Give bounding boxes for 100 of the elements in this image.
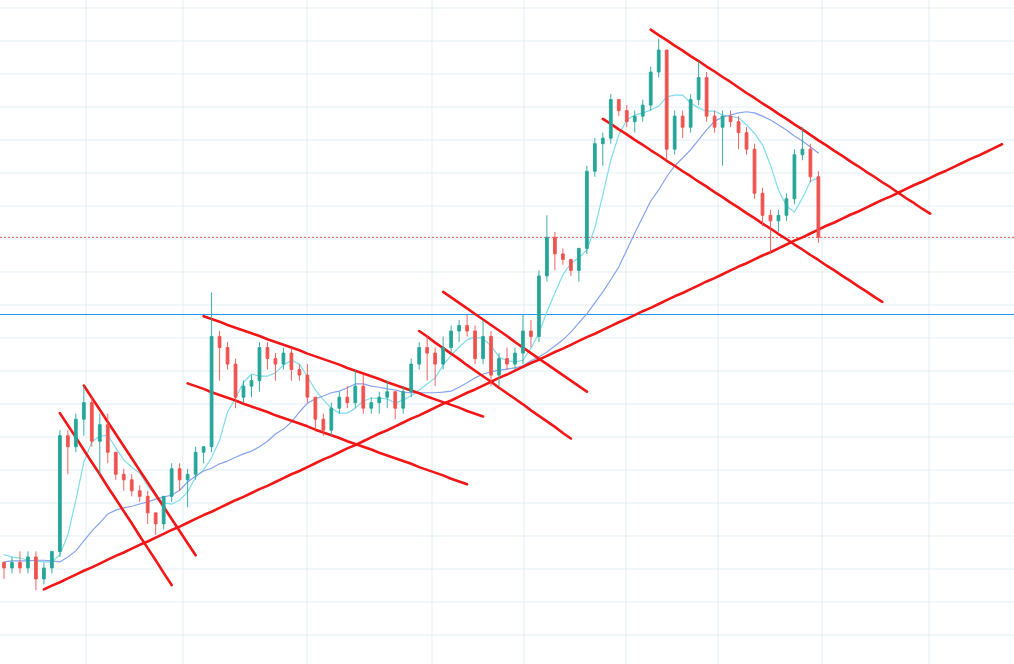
- candlestick: [329, 402, 334, 437]
- candlestick: [720, 110, 725, 167]
- candlestick: [89, 396, 94, 448]
- candlestick: [632, 110, 637, 134]
- candlestick: [177, 462, 182, 492]
- candlestick: [161, 495, 166, 530]
- candlestick: [185, 468, 190, 508]
- candlestick: [441, 336, 445, 371]
- candlestick: [105, 413, 110, 464]
- candlestick: [2, 562, 6, 580]
- candlestick: [345, 385, 350, 409]
- candlestick: [393, 391, 398, 420]
- candlestick: [26, 550, 30, 574]
- candlestick: [193, 446, 198, 481]
- candlestick: [529, 319, 533, 349]
- candlestick: [18, 550, 22, 574]
- candlestick: [121, 468, 126, 492]
- candlestick: [776, 209, 781, 233]
- candlestick: [289, 347, 294, 382]
- candlestick: [680, 110, 685, 139]
- candlestick: [688, 93, 693, 134]
- candlestick: [153, 512, 158, 536]
- candlestick: [169, 462, 174, 503]
- candlestick: [417, 341, 422, 371]
- candlestick: [728, 110, 733, 128]
- candlestick: [369, 396, 374, 415]
- candlestick: [305, 363, 310, 404]
- candlestick: [616, 99, 621, 117]
- candlestick: [744, 126, 749, 156]
- candlestick: [473, 325, 477, 365]
- candlestick: [201, 446, 206, 464]
- candlestick: [34, 550, 38, 591]
- candlestick: [513, 347, 517, 371]
- candlestick: [281, 347, 286, 371]
- candlestick: [433, 347, 437, 387]
- candlestick: [600, 132, 605, 167]
- candlestick: [217, 330, 222, 382]
- candlestick: [225, 341, 230, 371]
- candlestick: [577, 247, 581, 282]
- candlestick: [752, 143, 757, 200]
- candlestick: [113, 451, 118, 481]
- candlestick: [129, 473, 134, 497]
- candlestick: [489, 330, 493, 387]
- candlestick: [297, 363, 302, 382]
- candlestick: [672, 110, 677, 156]
- candlestick: [74, 413, 78, 453]
- candlestick: [585, 165, 589, 255]
- candlestick: [800, 126, 805, 161]
- candlestick: [704, 71, 709, 123]
- candlestick: [353, 369, 358, 409]
- candlestick: [569, 258, 573, 277]
- candlestick: [521, 314, 525, 365]
- candlestick: [97, 413, 102, 475]
- candlestick: [497, 352, 501, 387]
- candlestick: [66, 429, 70, 475]
- candlestick: [377, 391, 382, 415]
- candlestick: [209, 292, 214, 453]
- candlestick: [808, 143, 813, 183]
- candlestick: [760, 187, 765, 227]
- candlestick: [608, 93, 613, 145]
- candlestick: [321, 413, 326, 437]
- candlestick: [624, 104, 629, 128]
- candlestick: [409, 358, 414, 398]
- candlestick: [664, 49, 669, 161]
- candlestick: [337, 391, 342, 415]
- candlestick: [257, 341, 262, 393]
- candlestick: [249, 374, 254, 398]
- candlestick: [537, 269, 541, 343]
- candlestick: [313, 396, 318, 431]
- candlestick: [233, 358, 238, 409]
- candlestick: [640, 99, 645, 123]
- candlestick: [241, 380, 246, 404]
- candlestick: [784, 192, 789, 222]
- candlestick: [50, 550, 54, 574]
- candlestick: [792, 148, 797, 205]
- candlestick: [401, 385, 406, 415]
- candlestick: [592, 137, 597, 178]
- candlestick: [273, 352, 278, 382]
- candlestick: [736, 115, 741, 150]
- candlestick: [10, 556, 14, 574]
- candlestick: [137, 484, 142, 503]
- candlestick: [712, 110, 717, 134]
- candlestick: [465, 314, 469, 337]
- candlestick: [545, 214, 549, 282]
- candlestick: [361, 374, 366, 415]
- candlestick: [656, 38, 661, 79]
- candlestick: [145, 490, 150, 525]
- candlestick: [58, 429, 62, 558]
- candlestick: [265, 341, 270, 371]
- candlestick: [561, 247, 565, 266]
- candlestick: [457, 319, 461, 343]
- candlestick: [449, 325, 453, 354]
- candlestick: [42, 562, 46, 585]
- candlestick: [81, 385, 86, 437]
- candlestick: [648, 66, 653, 112]
- candlestick: [425, 336, 429, 382]
- candlestick: [696, 60, 701, 106]
- candlestick: [481, 319, 485, 365]
- candlestick: [385, 380, 390, 409]
- candlestick: [505, 347, 509, 371]
